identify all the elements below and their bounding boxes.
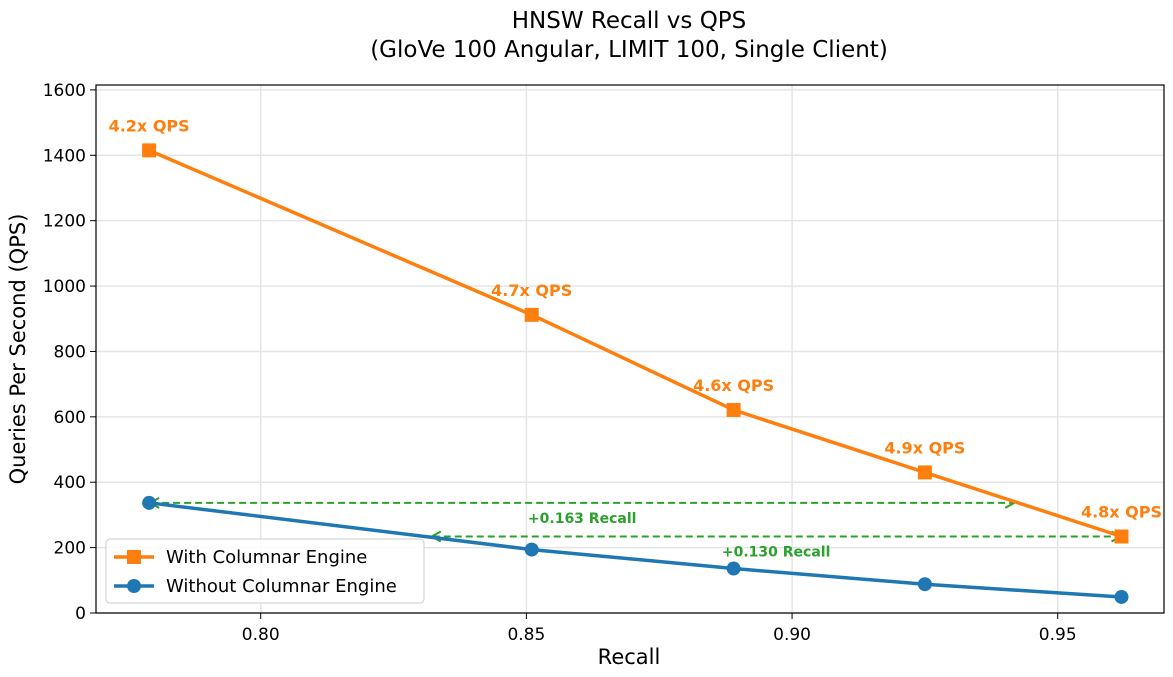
y-axis-label: Queries Per Second (QPS): [6, 214, 30, 485]
series-line: [148, 148, 1123, 539]
legend: With Columnar Engine Without Columnar Eng…: [105, 538, 425, 604]
x-tick-label: 0.90: [773, 625, 811, 645]
y-tick-label: 400: [54, 473, 86, 493]
qps-ratio-label: 4.2x QPS: [109, 116, 190, 135]
recall-gain-label: +0.163 Recall: [528, 511, 637, 527]
legend-entry-label: Without Columnar Engine: [166, 576, 397, 597]
data-point-square: [726, 402, 741, 417]
recall-annotations: +0.163 Recall +0.130 Recall: [148, 496, 1123, 560]
y-tick-label: 200: [54, 539, 86, 559]
qps-ratio-label: 4.6x QPS: [693, 376, 774, 395]
y-axis-ticks: 0 200 400 600 800 1000 1200 1400 1600: [43, 81, 96, 624]
grid: [96, 85, 1164, 614]
data-point-circle: [726, 561, 741, 576]
data-point-square: [917, 465, 932, 480]
series-lines: 4.2x QPS 4.7x QPS 4.6x QPS 4.9x QPS 4.8x QPS: [109, 116, 1162, 604]
legend-box: [105, 538, 425, 604]
x-tick-label: 0.95: [1039, 625, 1077, 645]
data-point-circle: [1114, 589, 1129, 604]
y-tick-label: 1600: [43, 81, 86, 101]
plot-frame: [95, 84, 1165, 614]
y-tick-label: 800: [54, 342, 86, 362]
chart-subtitle: (GloVe 100 Angular, LIMIT 100, Single Cl…: [370, 37, 888, 63]
x-axis-ticks: 0.80 0.85 0.90 0.95: [242, 613, 1077, 645]
x-axis-label: Recall: [598, 645, 661, 669]
legend-marker-circle: [127, 579, 141, 593]
y-tick-label: 0: [75, 604, 86, 624]
chart-title: HNSW Recall vs QPS: [512, 8, 747, 34]
qps-ratio-label: 4.9x QPS: [884, 438, 965, 457]
data-point-square: [1114, 529, 1129, 544]
data-point-circle: [142, 495, 157, 510]
recall-gain-label: +0.130 Recall: [722, 544, 831, 560]
data-point-circle: [917, 577, 932, 592]
legend-entry-label: With Columnar Engine: [166, 547, 367, 568]
x-tick-label: 0.85: [507, 625, 545, 645]
x-tick-label: 0.80: [242, 625, 280, 645]
y-tick-label: 1200: [43, 212, 86, 232]
legend-marker-square: [127, 550, 141, 564]
data-point-square: [142, 143, 157, 158]
data-point-square: [524, 307, 539, 322]
data-point-circle: [524, 542, 539, 557]
qps-ratio-label: 4.8x QPS: [1081, 502, 1162, 521]
y-tick-label: 600: [54, 408, 86, 428]
qps-ratio-label: 4.7x QPS: [491, 281, 572, 300]
y-tick-label: 1000: [43, 277, 86, 297]
y-tick-label: 1400: [43, 146, 86, 166]
